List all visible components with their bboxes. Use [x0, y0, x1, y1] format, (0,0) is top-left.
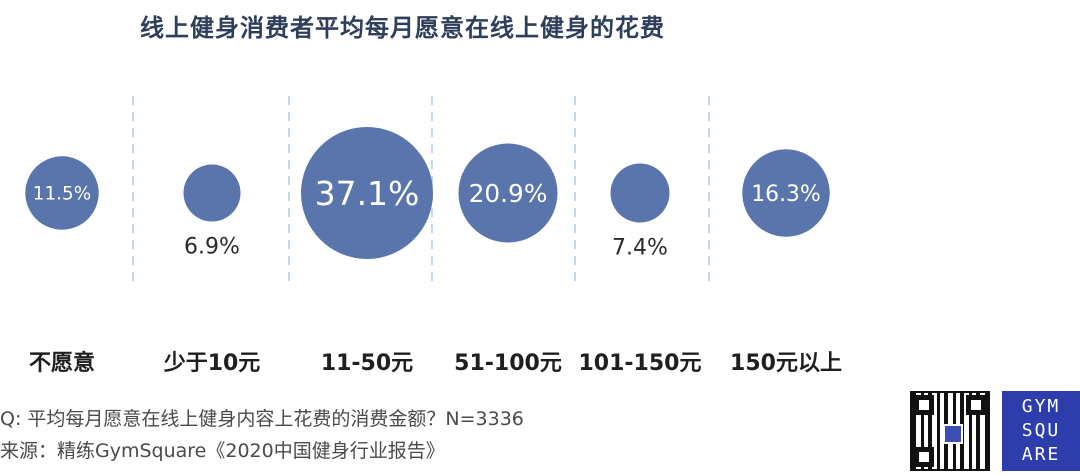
data-label-4: 20.9% [469, 179, 548, 208]
bubble-6 [742, 149, 830, 237]
bubble-chart: 11.5% 不愿意 6.9% 少于10元 37.1% 11-50元 20.9% 51-100元… [25, 96, 842, 376]
data-label-2: 6.9% [184, 234, 240, 259]
survey-question: Q: 平均每月愿意在线上健身内容上花费的消费金额？N=3336 [0, 408, 524, 430]
bubble-5 [610, 163, 670, 223]
data-label-6: 16.3% [751, 182, 821, 207]
data-label-3: 37.1% [315, 174, 420, 213]
bubble-4 [458, 143, 558, 243]
category-label-5: 101-150元 [579, 351, 702, 376]
source-note: 来源：精练GymSquare《2020中国健身行业报告》 [0, 440, 445, 462]
data-label-1: 11.5% [33, 184, 91, 205]
chart-title: 线上健身消费者平均每月愿意在线上健身的花费 [140, 14, 665, 42]
category-label-6: 150元以上 [730, 351, 842, 376]
bubble-2 [183, 164, 241, 222]
category-label-2: 少于10元 [163, 351, 261, 376]
category-label-4: 51-100元 [454, 351, 562, 376]
category-label-3: 11-50元 [321, 351, 413, 376]
gymsquare-logo: GYM SQU ARE [1002, 391, 1080, 471]
qr-code [910, 391, 990, 471]
category-label-1: 不愿意 [29, 350, 95, 376]
data-label-5: 7.4% [612, 235, 668, 260]
bubble-3 [301, 127, 433, 259]
bubble-1 [25, 156, 99, 230]
